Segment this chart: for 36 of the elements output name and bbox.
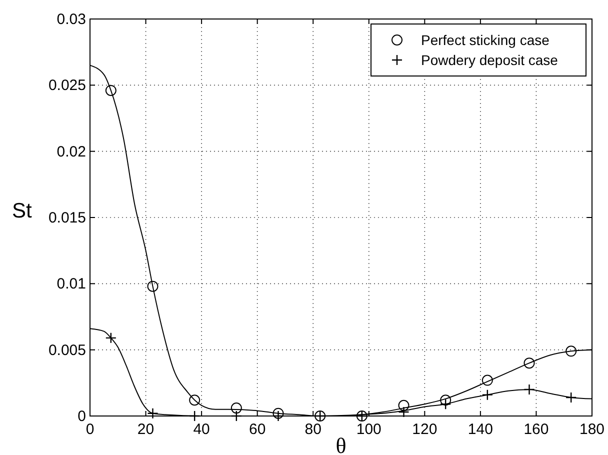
point: [272, 408, 284, 419]
point: [105, 332, 117, 344]
x-axis-title: θ: [336, 433, 346, 455]
point: [440, 394, 452, 406]
x-tick-label: 180: [579, 421, 605, 438]
point: [524, 358, 535, 369]
y-tick-label: 0.03: [56, 11, 86, 28]
x-tick-label: 160: [524, 421, 549, 438]
point: [147, 280, 158, 292]
point: [105, 84, 116, 96]
point: [230, 402, 242, 414]
point: [188, 410, 200, 422]
x-tick-label: 60: [248, 421, 266, 438]
x-tick-label: 120: [412, 421, 438, 438]
x-tick-label: 20: [137, 421, 154, 438]
point: [565, 392, 577, 404]
y-tick-label: 0.01: [56, 276, 86, 293]
y-tick-label: 0.005: [48, 342, 86, 359]
point: [482, 389, 494, 400]
point: [566, 346, 577, 357]
x-tick-label: 140: [468, 421, 493, 438]
point: [524, 384, 535, 396]
y-tick-label: 0: [78, 408, 86, 425]
x-tick-label: 80: [304, 421, 322, 438]
point: [398, 406, 410, 418]
y-tick-label: 0.025: [48, 77, 86, 94]
y-tick-label: 0.02: [56, 143, 86, 160]
y-tick-label: 0.015: [48, 210, 86, 226]
legend-label: Perfect sticking case: [421, 32, 550, 48]
point: [189, 394, 200, 406]
point: [482, 374, 493, 386]
point: [398, 400, 410, 411]
legend-label: Powdery deposit case: [421, 52, 558, 68]
x-tick-label: 40: [193, 421, 210, 438]
y-axis-title: St: [12, 200, 32, 222]
x-tick-label: 100: [356, 421, 382, 438]
